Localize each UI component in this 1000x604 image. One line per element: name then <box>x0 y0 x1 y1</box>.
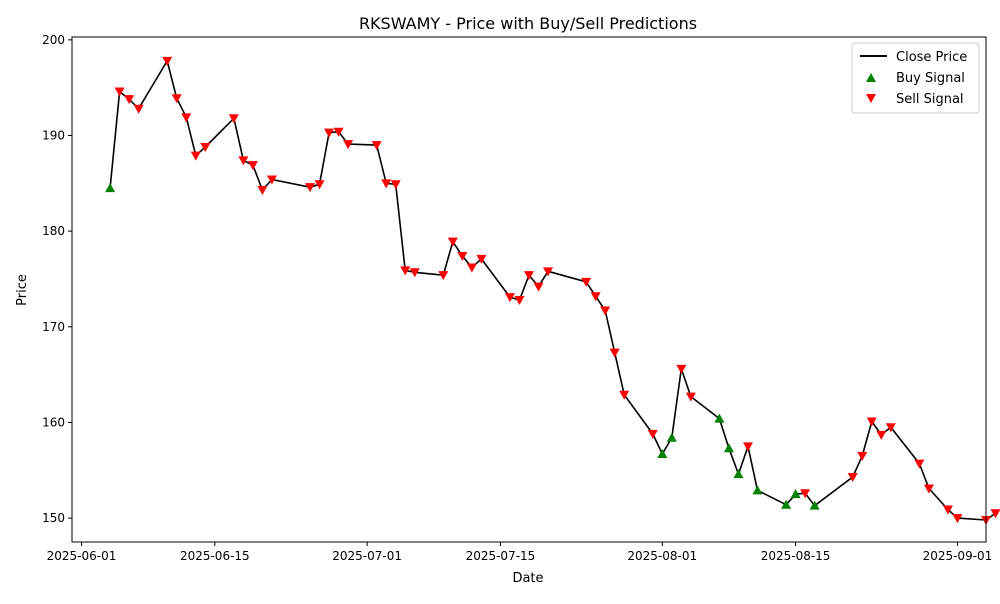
x-tick-label: 2025-07-01 <box>332 549 402 563</box>
sell-signal-marker <box>609 348 620 358</box>
y-tick-label: 190 <box>42 129 65 143</box>
x-tick-label: 2025-08-15 <box>761 549 831 563</box>
y-tick-label: 180 <box>42 224 65 238</box>
buy-signal-marker <box>781 499 792 509</box>
sell-signal-marker <box>476 254 487 264</box>
sell-signal-marker <box>685 392 696 402</box>
sell-signal-marker <box>923 484 934 494</box>
y-axis: 150 160 170 180 190 200 <box>42 33 72 525</box>
buy-signal-marker <box>105 183 116 193</box>
sell-signal-marker <box>438 271 449 281</box>
sell-signal-marker <box>190 151 201 161</box>
sell-signal-marker <box>533 282 544 292</box>
sell-signal-marker <box>800 489 811 499</box>
x-axis: 2025-06-01 2025-06-15 2025-07-01 2025-07-15… <box>47 542 993 563</box>
sell-signal-marker <box>857 451 868 461</box>
sell-signal-marker <box>333 127 344 137</box>
sell-signal-marker <box>543 267 554 277</box>
sell-signal-marker <box>514 296 525 306</box>
sell-signal-marker <box>228 114 239 124</box>
sell-signal-marker <box>524 271 534 281</box>
sell-signal-marker <box>600 306 611 316</box>
legend-buy-marker <box>866 73 876 82</box>
buy-signal-marker <box>790 489 801 499</box>
x-tick-label: 2025-08-01 <box>627 549 697 563</box>
sell-signal-marker <box>343 140 354 150</box>
y-axis-label: Price <box>15 274 30 306</box>
buy-signal-marker <box>714 413 725 423</box>
sell-signal-marker <box>247 161 258 171</box>
sell-signal-marker <box>847 472 858 482</box>
sell-signal-marker <box>914 459 925 469</box>
sell-signal-marker <box>942 505 953 515</box>
buy-signal-marker <box>723 443 734 453</box>
x-tick-label: 2025-06-15 <box>180 549 250 563</box>
legend-close-label: Close Price <box>896 50 967 65</box>
sell-signal-marker <box>305 183 316 193</box>
buy-signal-marker <box>752 485 763 495</box>
y-tick-label: 200 <box>42 33 65 47</box>
sell-signal-marker <box>181 113 192 123</box>
legend-box <box>851 42 980 114</box>
buy-signal-marker <box>666 432 677 442</box>
x-axis-label: Date <box>512 571 543 586</box>
sell-signal-marker <box>200 142 211 152</box>
x-tick-label: 2025-06-01 <box>47 549 117 563</box>
legend-sell-label: Sell Signal <box>896 92 964 107</box>
x-tick-label: 2025-07-15 <box>466 549 536 563</box>
buy-signal-marker <box>733 469 744 479</box>
sell-signal-marker <box>409 268 420 278</box>
sell-signal-marker <box>876 430 887 440</box>
plot-area <box>105 56 1000 526</box>
close-price-line <box>109 60 996 521</box>
sell-signal-marker <box>590 292 601 302</box>
y-tick-label: 150 <box>42 511 65 525</box>
y-tick-label: 170 <box>42 320 65 334</box>
sell-signal-marker <box>124 95 135 105</box>
plot-frame <box>71 36 987 543</box>
sell-signal-marker <box>371 141 382 151</box>
chart-title: RKSWAMY - Price with Buy/Sell Prediction… <box>359 14 697 33</box>
sell-signal-marker <box>133 104 144 114</box>
sell-signal-marker <box>390 180 401 190</box>
buy-signal-marker <box>657 449 668 459</box>
sell-signal-marker <box>400 266 411 276</box>
sell-signal-marker <box>324 128 335 138</box>
legend: Close Price Buy Signal Sell Signal <box>851 42 980 114</box>
buy-signal-marker <box>809 500 820 510</box>
sell-signal-marker <box>466 263 477 273</box>
sell-signal-marker <box>952 514 963 524</box>
sell-signal-marker <box>162 56 173 66</box>
legend-sell-marker <box>866 94 876 103</box>
y-tick-label: 160 <box>42 415 65 429</box>
legend-buy-label: Buy Signal <box>896 71 965 86</box>
sell-signal-marker <box>742 442 753 452</box>
x-tick-label: 2025-09-01 <box>923 549 993 563</box>
sell-signal-marker <box>885 423 896 433</box>
sell-signal-marker <box>171 94 182 104</box>
sell-signal-marker <box>114 87 125 97</box>
sell-signal-marker <box>381 179 392 189</box>
sell-signal-marker <box>866 417 877 427</box>
sell-signal-marker <box>266 175 277 185</box>
sell-signal-marker <box>314 180 325 190</box>
sell-signal-marker <box>504 293 515 303</box>
sell-signal-marker <box>647 429 658 439</box>
sell-signal-marker <box>581 277 592 287</box>
sell-signal-marker <box>676 364 687 374</box>
sell-signal-marker <box>990 509 1000 519</box>
sell-signal-marker <box>619 390 630 400</box>
sell-signal-marker <box>447 237 458 247</box>
sell-signal-marker <box>457 252 468 262</box>
sell-signal-marker <box>238 156 249 166</box>
sell-signal-marker <box>257 186 268 196</box>
